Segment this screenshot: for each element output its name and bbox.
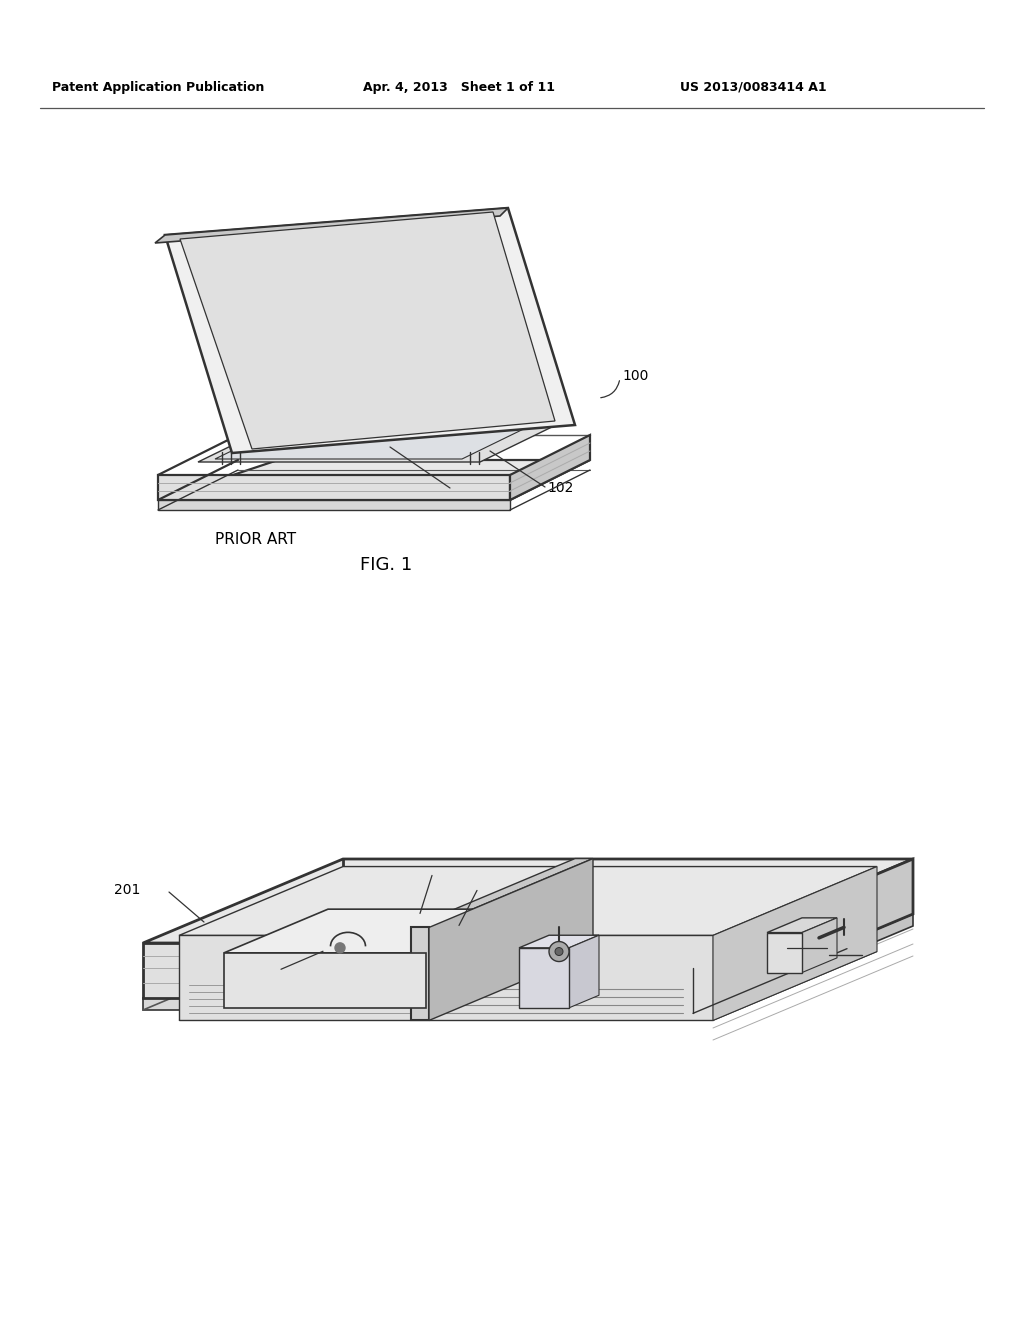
Polygon shape bbox=[143, 859, 913, 942]
Polygon shape bbox=[180, 213, 555, 449]
Text: 101: 101 bbox=[452, 482, 478, 496]
Polygon shape bbox=[155, 209, 508, 243]
Polygon shape bbox=[143, 942, 713, 998]
Circle shape bbox=[555, 948, 563, 956]
Polygon shape bbox=[426, 909, 530, 1008]
Polygon shape bbox=[519, 936, 599, 948]
Text: 201: 201 bbox=[114, 883, 140, 898]
Polygon shape bbox=[143, 998, 713, 1010]
Polygon shape bbox=[158, 459, 590, 500]
Polygon shape bbox=[179, 952, 877, 1020]
Polygon shape bbox=[158, 500, 510, 510]
Text: 203: 203 bbox=[434, 866, 460, 880]
Polygon shape bbox=[510, 436, 590, 500]
Text: 100: 100 bbox=[622, 370, 648, 383]
Text: US 2013/0083414 A1: US 2013/0083414 A1 bbox=[680, 81, 826, 94]
Polygon shape bbox=[767, 917, 837, 932]
Text: FIG. 1: FIG. 1 bbox=[360, 556, 413, 574]
Polygon shape bbox=[429, 858, 593, 1020]
Text: PRIOR ART: PRIOR ART bbox=[805, 908, 886, 924]
Polygon shape bbox=[179, 866, 877, 936]
Circle shape bbox=[549, 941, 569, 961]
Text: PRIOR ART: PRIOR ART bbox=[215, 532, 296, 548]
Text: Apr. 4, 2013   Sheet 1 of 11: Apr. 4, 2013 Sheet 1 of 11 bbox=[362, 81, 555, 94]
Polygon shape bbox=[713, 913, 913, 1010]
Polygon shape bbox=[519, 948, 569, 1008]
Polygon shape bbox=[411, 928, 429, 1020]
Text: Patent Application Publication: Patent Application Publication bbox=[52, 81, 264, 94]
Polygon shape bbox=[411, 858, 593, 928]
Polygon shape bbox=[713, 859, 913, 998]
Text: 102: 102 bbox=[547, 480, 573, 495]
Polygon shape bbox=[224, 953, 426, 1008]
Circle shape bbox=[335, 942, 345, 953]
Text: 204: 204 bbox=[829, 941, 855, 956]
Text: 202: 202 bbox=[479, 882, 505, 895]
Polygon shape bbox=[215, 421, 540, 459]
Polygon shape bbox=[802, 917, 837, 973]
Polygon shape bbox=[767, 932, 802, 973]
Polygon shape bbox=[713, 866, 877, 1020]
Polygon shape bbox=[179, 936, 713, 1020]
Polygon shape bbox=[165, 209, 575, 453]
Text: FIG. 2: FIG. 2 bbox=[628, 920, 680, 939]
Polygon shape bbox=[224, 909, 530, 953]
Polygon shape bbox=[569, 936, 599, 1008]
Text: 205: 205 bbox=[243, 964, 269, 978]
Polygon shape bbox=[198, 424, 558, 462]
Polygon shape bbox=[158, 475, 510, 500]
